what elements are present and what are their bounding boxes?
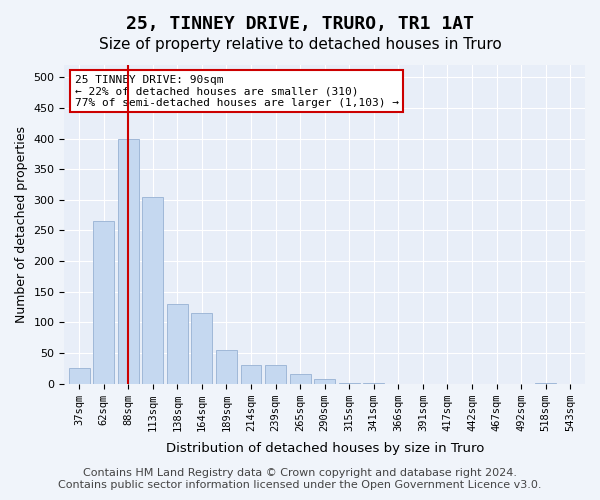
Bar: [167, 304, 188, 384]
Text: 25, TINNEY DRIVE, TRURO, TR1 1AT: 25, TINNEY DRIVE, TRURO, TR1 1AT: [126, 15, 474, 33]
Text: Size of property relative to detached houses in Truro: Size of property relative to detached ho…: [98, 38, 502, 52]
Text: Contains HM Land Registry data © Crown copyright and database right 2024.
Contai: Contains HM Land Registry data © Crown c…: [58, 468, 542, 490]
Bar: [241, 366, 262, 384]
Text: 25 TINNEY DRIVE: 90sqm
← 22% of detached houses are smaller (310)
77% of semi-de: 25 TINNEY DRIVE: 90sqm ← 22% of detached…: [75, 74, 399, 108]
Bar: [216, 350, 237, 384]
X-axis label: Distribution of detached houses by size in Truro: Distribution of detached houses by size …: [166, 442, 484, 455]
Bar: [191, 313, 212, 384]
Bar: [314, 379, 335, 384]
Y-axis label: Number of detached properties: Number of detached properties: [15, 126, 28, 323]
Bar: [142, 197, 163, 384]
Bar: [265, 366, 286, 384]
Bar: [69, 368, 89, 384]
Bar: [339, 383, 359, 384]
Bar: [535, 383, 556, 384]
Bar: [93, 222, 114, 384]
Bar: [364, 383, 384, 384]
Bar: [290, 374, 311, 384]
Bar: [118, 138, 139, 384]
